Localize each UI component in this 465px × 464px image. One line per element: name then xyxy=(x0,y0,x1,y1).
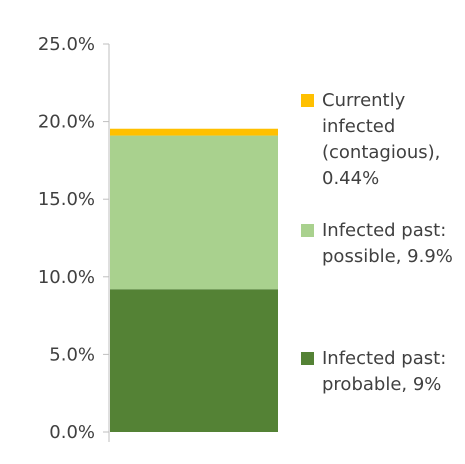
legend-label-infected-probable: Infected past: probable, 9% xyxy=(322,348,447,395)
bar-segment-2 xyxy=(110,128,278,136)
y-tick-label: 15.0% xyxy=(38,189,95,210)
y-tick-label: 0.0% xyxy=(49,422,95,443)
y-tick-label: 5.0% xyxy=(49,344,95,365)
legend-label-infected-possible: Infected past: possible, 9.9% xyxy=(322,220,453,267)
bar-stack xyxy=(110,128,278,432)
legend-swatch-infected-possible xyxy=(301,224,314,237)
legend-swatch-currently-infected xyxy=(301,94,314,107)
legend-swatch-infected-probable xyxy=(301,352,314,365)
y-tick-label: 25.0% xyxy=(38,34,95,55)
y-axis-ticks: 0.0% 5.0% 10.0% 15.0% 20.0% 25.0% xyxy=(38,34,109,443)
bar-segment-1 xyxy=(110,135,278,290)
legend: Currently infected (contagious), 0.44% I… xyxy=(301,0,465,464)
y-tick-label: 10.0% xyxy=(38,267,95,288)
legend-label-currently-infected: Currently infected (contagious), 0.44% xyxy=(322,90,441,189)
y-tick-label: 20.0% xyxy=(38,112,95,133)
bar-segment-0 xyxy=(110,289,278,432)
